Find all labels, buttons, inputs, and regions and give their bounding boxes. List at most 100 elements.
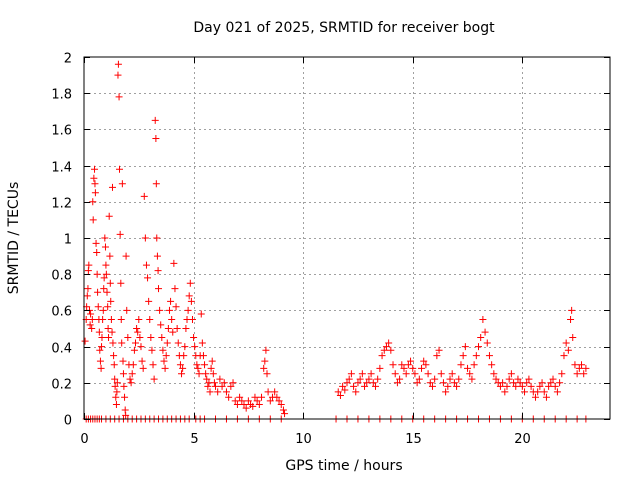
data-point xyxy=(279,406,287,414)
data-point xyxy=(426,379,434,387)
data-point xyxy=(356,375,364,383)
data-point xyxy=(261,357,269,365)
data-point xyxy=(172,303,180,311)
data-point xyxy=(100,274,108,282)
data-point xyxy=(171,285,179,293)
data-point xyxy=(341,386,349,394)
data-point xyxy=(424,370,432,378)
data-point xyxy=(140,192,148,200)
x-tick-label: 15 xyxy=(405,432,422,447)
y-tick-label: 0.4 xyxy=(51,342,72,357)
data-point xyxy=(218,382,226,390)
data-point xyxy=(122,411,130,419)
data-point xyxy=(168,315,176,323)
data-point xyxy=(475,343,482,351)
data-point xyxy=(244,397,252,405)
data-point xyxy=(547,379,555,387)
data-point xyxy=(101,234,109,242)
data-point xyxy=(339,382,347,390)
data-point xyxy=(350,382,358,390)
data-point xyxy=(94,288,102,296)
data-point xyxy=(180,352,188,360)
data-point xyxy=(345,375,353,383)
data-point xyxy=(185,292,193,300)
data-point xyxy=(271,388,279,396)
data-point xyxy=(141,234,149,242)
data-point xyxy=(90,174,98,182)
data-point xyxy=(109,339,117,347)
data-point xyxy=(194,364,202,372)
y-tick-label: 0.8 xyxy=(51,269,72,284)
data-point xyxy=(382,343,390,351)
data-point xyxy=(201,361,209,369)
data-point xyxy=(435,346,443,354)
data-point xyxy=(378,352,386,360)
data-point xyxy=(165,306,173,314)
data-point xyxy=(120,382,128,390)
data-point xyxy=(571,361,579,369)
data-point xyxy=(580,370,588,378)
data-point xyxy=(521,388,529,396)
data-point xyxy=(281,410,289,418)
data-point xyxy=(534,388,542,396)
data-point xyxy=(523,379,531,387)
data-point xyxy=(154,267,162,275)
data-point xyxy=(112,393,120,401)
data-point xyxy=(374,375,382,383)
data-point xyxy=(400,364,408,372)
data-point xyxy=(161,364,169,372)
y-axis-label: SRMTID / TECUs xyxy=(6,182,22,295)
data-point xyxy=(240,401,248,409)
y-tick-label: 0 xyxy=(64,414,72,429)
data-point xyxy=(369,379,377,387)
data-point xyxy=(470,361,478,369)
data-point xyxy=(442,388,450,396)
data-point xyxy=(468,375,476,383)
data-point xyxy=(258,393,266,401)
data-point xyxy=(236,393,244,401)
data-point xyxy=(409,364,417,372)
data-point xyxy=(94,303,102,311)
data-point xyxy=(148,346,156,354)
data-point xyxy=(106,279,114,287)
data-point xyxy=(212,382,219,390)
data-points xyxy=(81,60,590,423)
data-point xyxy=(89,198,97,206)
data-point xyxy=(105,212,113,220)
data-point xyxy=(119,357,127,365)
data-point xyxy=(139,364,147,372)
data-point xyxy=(216,375,224,383)
data-point xyxy=(136,334,144,342)
data-point xyxy=(85,261,93,269)
data-point xyxy=(128,370,136,378)
data-point xyxy=(253,397,261,405)
data-point xyxy=(162,352,170,360)
data-point xyxy=(229,379,237,387)
data-point xyxy=(542,393,550,401)
grid xyxy=(84,57,610,419)
data-point xyxy=(147,334,155,342)
data-point xyxy=(545,382,553,390)
data-point xyxy=(178,370,186,378)
data-point xyxy=(152,180,160,188)
data-point xyxy=(415,375,423,383)
data-point xyxy=(336,391,344,399)
data-point xyxy=(418,364,426,372)
data-point xyxy=(536,382,544,390)
data-point xyxy=(233,401,241,409)
data-point xyxy=(562,339,570,347)
data-point xyxy=(104,325,112,332)
data-point xyxy=(105,334,113,342)
data-point xyxy=(191,343,199,351)
data-point xyxy=(367,370,375,378)
data-point xyxy=(391,370,399,378)
data-point xyxy=(198,339,206,347)
data-point xyxy=(127,379,135,387)
data-point xyxy=(455,375,463,383)
data-point xyxy=(116,165,124,173)
data-point xyxy=(118,339,126,347)
data-point xyxy=(472,352,480,360)
data-point xyxy=(527,382,535,390)
data-point xyxy=(202,370,210,378)
data-point xyxy=(540,388,548,396)
